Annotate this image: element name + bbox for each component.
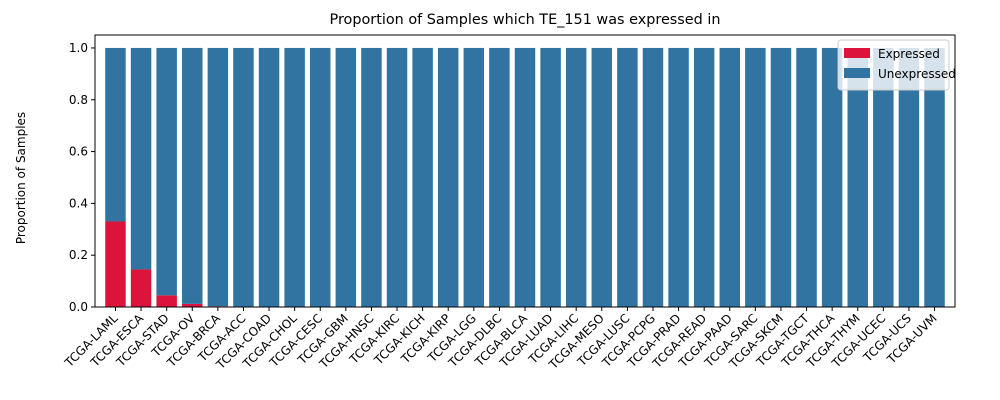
bar-unexpressed-tcga-paad xyxy=(719,47,740,307)
bar-unexpressed-tcga-lgg xyxy=(463,47,485,307)
bar-unexpressed-tcga-stad xyxy=(156,47,177,296)
bar-unexpressed-tcga-sarc xyxy=(745,47,766,307)
x-axis-ticks: TCGA-LAMLTCGA-ESCATCGA-STADTCGA-OVTCGA-B… xyxy=(61,307,940,372)
bar-unexpressed-tcga-ov xyxy=(182,47,203,304)
bar-unexpressed-tcga-luad xyxy=(540,47,561,307)
y-tick-label: 0.2 xyxy=(69,248,88,262)
bar-unexpressed-tcga-ucs xyxy=(898,47,920,307)
y-tick-label: 0.0 xyxy=(69,300,88,314)
bar-expressed-tcga-esca xyxy=(130,269,152,307)
bar-unexpressed-tcga-ucec xyxy=(873,47,894,307)
y-tick-label: 0.4 xyxy=(69,196,88,210)
bar-unexpressed-tcga-gbm xyxy=(335,47,357,307)
bar-unexpressed-tcga-hnsc xyxy=(361,47,382,307)
y-axis-title: Proportion of Samples xyxy=(14,112,28,244)
legend-label-unexpressed: Unexpressed xyxy=(878,67,956,81)
bar-unexpressed-tcga-laml xyxy=(105,47,126,222)
bar-unexpressed-tcga-blca xyxy=(514,47,536,307)
chart-title: Proportion of Samples which TE_151 was e… xyxy=(330,12,721,28)
bars-group xyxy=(105,47,945,307)
bar-unexpressed-tcga-kich xyxy=(412,47,433,307)
bar-unexpressed-tcga-prad xyxy=(668,47,689,307)
y-tick-label: 0.8 xyxy=(69,93,88,107)
bar-unexpressed-tcga-acc xyxy=(233,47,254,307)
bar-unexpressed-tcga-kirc xyxy=(386,47,408,307)
bar-unexpressed-tcga-cesc xyxy=(310,47,331,307)
bar-unexpressed-tcga-tgct xyxy=(796,47,817,307)
bar-unexpressed-tcga-thym xyxy=(847,47,868,307)
legend-swatch-expressed xyxy=(844,48,870,58)
bar-unexpressed-tcga-kirp xyxy=(437,47,459,307)
legend-swatch-unexpressed xyxy=(844,68,870,78)
bar-unexpressed-tcga-skcm xyxy=(770,47,792,307)
bar-unexpressed-tcga-lusc xyxy=(617,47,638,307)
legend-label-expressed: Expressed xyxy=(878,47,940,61)
bar-expressed-tcga-stad xyxy=(156,295,177,307)
y-axis-ticks: 0.0 0.2 0.4 0.6 0.8 1.0 xyxy=(69,41,95,314)
bar-unexpressed-tcga-brca xyxy=(207,47,229,307)
y-tick-label: 0.6 xyxy=(69,145,88,159)
bar-expressed-tcga-laml xyxy=(105,221,126,307)
bar-unexpressed-tcga-esca xyxy=(130,47,152,270)
bar-unexpressed-tcga-read xyxy=(693,47,715,307)
bar-unexpressed-tcga-thca xyxy=(821,47,843,307)
y-tick-label: 1.0 xyxy=(69,41,88,55)
plot-frame xyxy=(94,34,956,308)
bar-unexpressed-tcga-coad xyxy=(258,47,280,307)
bar-unexpressed-tcga-meso xyxy=(591,47,613,307)
legend: Expressed Unexpressed xyxy=(837,39,956,91)
bar-expressed-tcga-ov xyxy=(182,303,203,307)
bar-unexpressed-tcga-lihc xyxy=(565,47,587,307)
bar-unexpressed-tcga-chol xyxy=(284,47,305,307)
bar-unexpressed-tcga-dlbc xyxy=(489,47,510,307)
bar-unexpressed-tcga-uvm xyxy=(924,47,945,307)
bar-unexpressed-tcga-pcpg xyxy=(642,47,664,307)
